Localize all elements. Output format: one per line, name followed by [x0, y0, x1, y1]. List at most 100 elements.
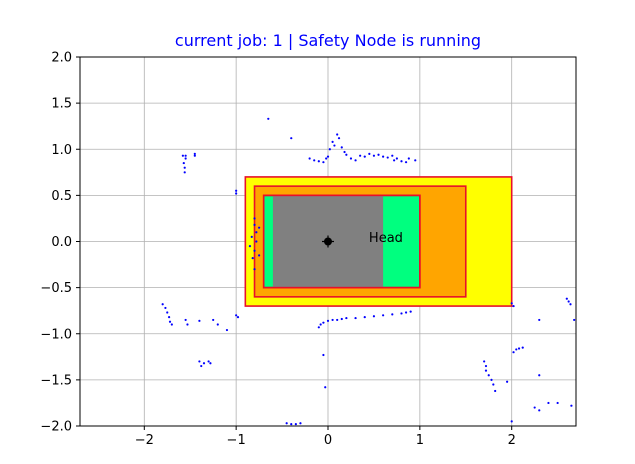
scan-point [494, 389, 497, 393]
scan-point [515, 348, 518, 351]
scan-point [517, 347, 521, 350]
scan-point [547, 401, 550, 405]
scan-point [414, 159, 417, 162]
scan-point [290, 423, 293, 426]
scan-point [236, 316, 240, 319]
scan-point [565, 297, 568, 300]
scan-point [253, 223, 256, 226]
y-tick-label: −1.5 [40, 373, 72, 388]
scan-point [569, 303, 572, 306]
head-annotation: Head [369, 231, 403, 246]
scan-point [354, 316, 357, 320]
scan-point [319, 323, 322, 326]
scan-point [372, 154, 376, 157]
scan-point [409, 310, 412, 313]
x-tick-label: 2 [508, 433, 516, 448]
scan-point [225, 328, 229, 332]
scan-point [317, 326, 320, 329]
scan-point [570, 404, 573, 407]
scan-point [340, 317, 343, 321]
scan-point [400, 312, 403, 315]
scan-point [391, 154, 394, 157]
scan-point [324, 386, 327, 389]
scan-point [506, 380, 509, 383]
x-tick-label: −1 [227, 433, 246, 448]
scan-point [235, 192, 238, 195]
scan-point [337, 137, 341, 140]
scan-point [510, 302, 513, 305]
scan-point [556, 401, 559, 405]
scan-point [209, 362, 212, 365]
scan-point [258, 226, 261, 229]
scan-point [193, 154, 196, 157]
scan-point [354, 159, 357, 162]
scan-point [267, 117, 270, 120]
scan-point [345, 316, 348, 320]
scan-point [393, 159, 396, 162]
scan-point [400, 160, 403, 163]
scan-point [186, 323, 189, 326]
scan-point [372, 315, 376, 318]
scan-point [167, 316, 171, 319]
scan-point [340, 146, 343, 149]
scan-point [253, 217, 256, 220]
scan-point [326, 319, 330, 322]
scan-point [170, 323, 173, 326]
scan-point [521, 346, 524, 349]
scan-point [322, 161, 325, 164]
scan-point [567, 300, 570, 303]
scan-point [510, 420, 513, 423]
scan-point [368, 152, 371, 155]
y-tick-label: 1.5 [51, 97, 72, 112]
scan-point [404, 161, 408, 164]
scan-point [168, 320, 172, 323]
scan-point [395, 157, 398, 160]
scan-point [255, 240, 258, 243]
chart-title: current job: 1 | Safety Node is running [174, 31, 482, 50]
scan-point [216, 323, 219, 326]
scan-point [285, 422, 288, 425]
scan-point [250, 235, 253, 238]
scan-point [200, 364, 203, 368]
scan-point [198, 319, 201, 322]
scan-point [326, 155, 330, 158]
scan-point [253, 249, 256, 252]
y-tick-label: 2.0 [51, 51, 72, 66]
scan-point [317, 160, 320, 163]
x-tick-label: −2 [135, 433, 154, 448]
scan-point [184, 318, 187, 322]
y-tick-label: 0.5 [51, 189, 72, 204]
scan-point [212, 318, 215, 322]
scan-point [382, 155, 385, 158]
scan-point [377, 153, 380, 156]
scan-point [512, 304, 515, 308]
y-tick-label: −1.0 [40, 327, 72, 342]
scan-point [349, 157, 353, 160]
scan-point [202, 362, 206, 365]
scan-point [251, 257, 254, 260]
scan-point [483, 360, 486, 363]
scan-point [255, 231, 258, 234]
scan-point [193, 152, 196, 155]
scan-point [294, 423, 297, 426]
scan-point [533, 406, 536, 409]
scan-point [333, 144, 336, 147]
scan-point [164, 306, 167, 310]
scan-point [573, 318, 576, 322]
scan-point [538, 318, 541, 322]
scan-point [183, 166, 186, 169]
scan-point [363, 316, 366, 319]
scan-point [235, 314, 238, 317]
scan-point [512, 351, 515, 354]
scan-point [253, 268, 256, 271]
scan-point [331, 140, 334, 143]
scan-point [235, 189, 238, 192]
x-tick-label: 1 [416, 433, 424, 448]
y-tick-label: 0.0 [51, 235, 72, 250]
scan-point [161, 303, 164, 306]
y-tick-label: −0.5 [40, 281, 72, 296]
scan-point [322, 353, 325, 357]
scan-point [166, 311, 169, 314]
